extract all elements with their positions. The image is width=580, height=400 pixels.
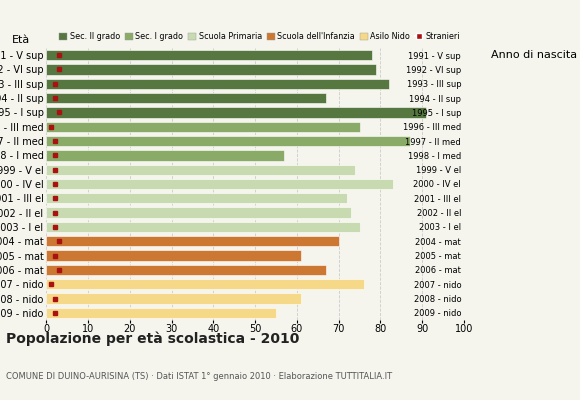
Bar <box>46 136 409 146</box>
Bar <box>46 122 360 132</box>
Bar <box>46 308 276 318</box>
Bar <box>46 222 360 232</box>
Bar <box>46 208 351 218</box>
Bar <box>46 79 389 89</box>
Bar <box>46 279 364 289</box>
Bar <box>46 293 301 304</box>
Bar <box>46 93 326 103</box>
Bar <box>46 50 372 60</box>
Bar <box>46 179 393 189</box>
Text: COMUNE DI DUINO-AURISINA (TS) · Dati ISTAT 1° gennaio 2010 · Elaborazione TUTTIT: COMUNE DI DUINO-AURISINA (TS) · Dati IST… <box>6 372 392 381</box>
Bar <box>46 150 284 160</box>
Bar <box>46 107 426 118</box>
Bar <box>46 164 356 175</box>
Text: Popolazione per età scolastica - 2010: Popolazione per età scolastica - 2010 <box>6 332 299 346</box>
Legend: Sec. II grado, Sec. I grado, Scuola Primaria, Scuola dell'Infanzia, Asilo Nido, : Sec. II grado, Sec. I grado, Scuola Prim… <box>59 32 460 41</box>
Bar <box>46 64 376 75</box>
Bar <box>46 193 347 204</box>
Bar <box>46 236 339 246</box>
Y-axis label: Età: Età <box>12 35 31 45</box>
Text: Anno di nascita: Anno di nascita <box>491 50 577 60</box>
Bar <box>46 265 326 275</box>
Bar <box>46 250 301 261</box>
